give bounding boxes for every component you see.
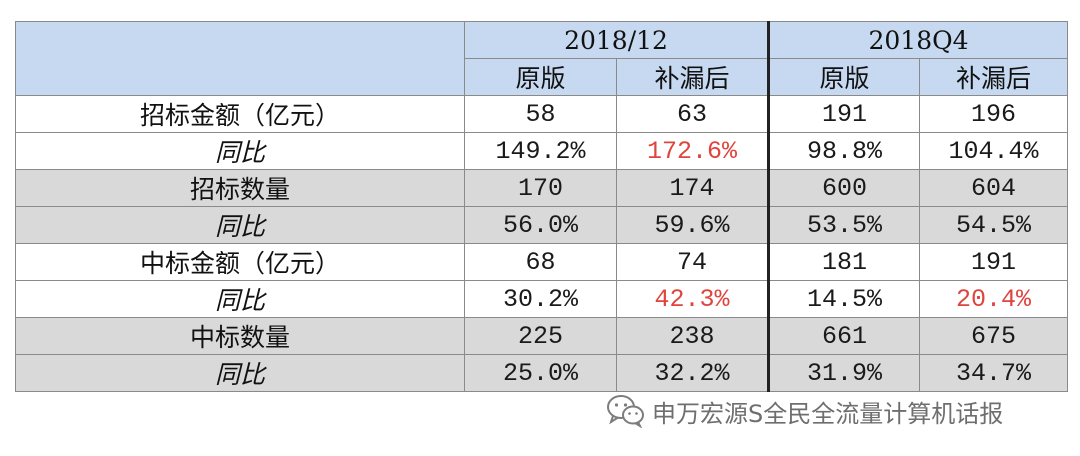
wechat-icon	[606, 394, 646, 428]
row-label: 招标数量	[15, 169, 465, 207]
row-label: 招标金额（亿元）	[15, 95, 465, 133]
table-cell: 104.4%	[919, 132, 1069, 170]
table-row: 中标数量 225 238 661 675	[15, 317, 1069, 355]
table-row: 同比 56.0% 59.6% 53.5% 54.5%	[15, 206, 1069, 244]
table-cell: 604	[919, 169, 1069, 207]
table-row: 招标金额（亿元） 58 63 191 196	[15, 95, 1069, 133]
table-cell: 196	[919, 95, 1069, 133]
row-label-yoy: 同比	[15, 354, 465, 392]
row-label-yoy: 同比	[15, 206, 465, 244]
table-cell: 20.4%	[919, 280, 1069, 318]
table-cell: 170	[464, 169, 617, 207]
table-row: 同比 25.0% 32.2% 31.9% 34.7%	[15, 354, 1069, 392]
table-cell: 191	[919, 243, 1069, 281]
table-cell: 34.7%	[919, 354, 1069, 392]
subheader-original-1: 原版	[464, 58, 617, 96]
row-label-yoy: 同比	[15, 280, 465, 318]
table-cell: 30.2%	[464, 280, 617, 318]
table-cell: 32.2%	[615, 354, 770, 392]
table-cell: 675	[919, 317, 1069, 355]
table-cell: 56.0%	[464, 206, 617, 244]
row-label: 中标金额（亿元）	[15, 243, 465, 281]
table-cell: 181	[767, 243, 921, 281]
table-cell: 42.3%	[615, 280, 770, 318]
table-cell: 58	[464, 95, 617, 133]
table-row: 同比 30.2% 42.3% 14.5% 20.4%	[15, 280, 1069, 318]
table-cell: 225	[464, 317, 617, 355]
table-cell: 174	[615, 169, 770, 207]
header-corner-cell	[15, 21, 465, 96]
table-row: 中标金额（亿元） 68 74 181 191	[15, 243, 1069, 281]
header-row-versions: 原版 补漏后 原版 补漏后	[16, 58, 1069, 96]
table-cell: 74	[615, 243, 770, 281]
table-cell: 53.5%	[767, 206, 921, 244]
row-label-yoy: 同比	[15, 132, 465, 170]
table-cell: 59.6%	[615, 206, 770, 244]
header-row-periods: 2018/12 2018Q4	[15, 21, 1069, 96]
table-cell: 25.0%	[464, 354, 617, 392]
watermark: 申万宏源S全民全流量计算机话报	[606, 392, 1003, 430]
table-row: 招标数量 170 174 600 604	[15, 169, 1069, 207]
table-cell: 98.8%	[767, 132, 921, 170]
period-header-2018-12: 2018/12	[463, 21, 770, 59]
table-cell: 191	[767, 95, 921, 133]
watermark-text: 申万宏源S全民全流量计算机话报	[652, 399, 1004, 428]
table-cell: 63	[615, 95, 770, 133]
table-cell: 172.6%	[615, 132, 770, 170]
data-table: 2018/12 2018Q4 原版 补漏后 原版 补漏后 招标金额（亿元） 58 6…	[15, 21, 1069, 392]
table-cell: 54.5%	[919, 206, 1069, 244]
table-cell: 31.9%	[767, 354, 921, 392]
table-cell: 238	[615, 317, 770, 355]
table-cell: 661	[767, 317, 921, 355]
subheader-patched-2: 补漏后	[919, 58, 1069, 96]
table-cell: 14.5%	[767, 280, 921, 318]
subheader-patched-1: 补漏后	[615, 58, 770, 96]
row-label: 中标数量	[15, 317, 465, 355]
table-cell: 68	[464, 243, 617, 281]
table-cell: 149.2%	[464, 132, 617, 170]
table-row: 同比 149.2% 172.6% 98.8% 104.4%	[15, 132, 1069, 170]
subheader-original-2: 原版	[767, 58, 921, 96]
period-header-2018q4: 2018Q4	[767, 21, 1069, 59]
table-cell: 600	[767, 169, 921, 207]
